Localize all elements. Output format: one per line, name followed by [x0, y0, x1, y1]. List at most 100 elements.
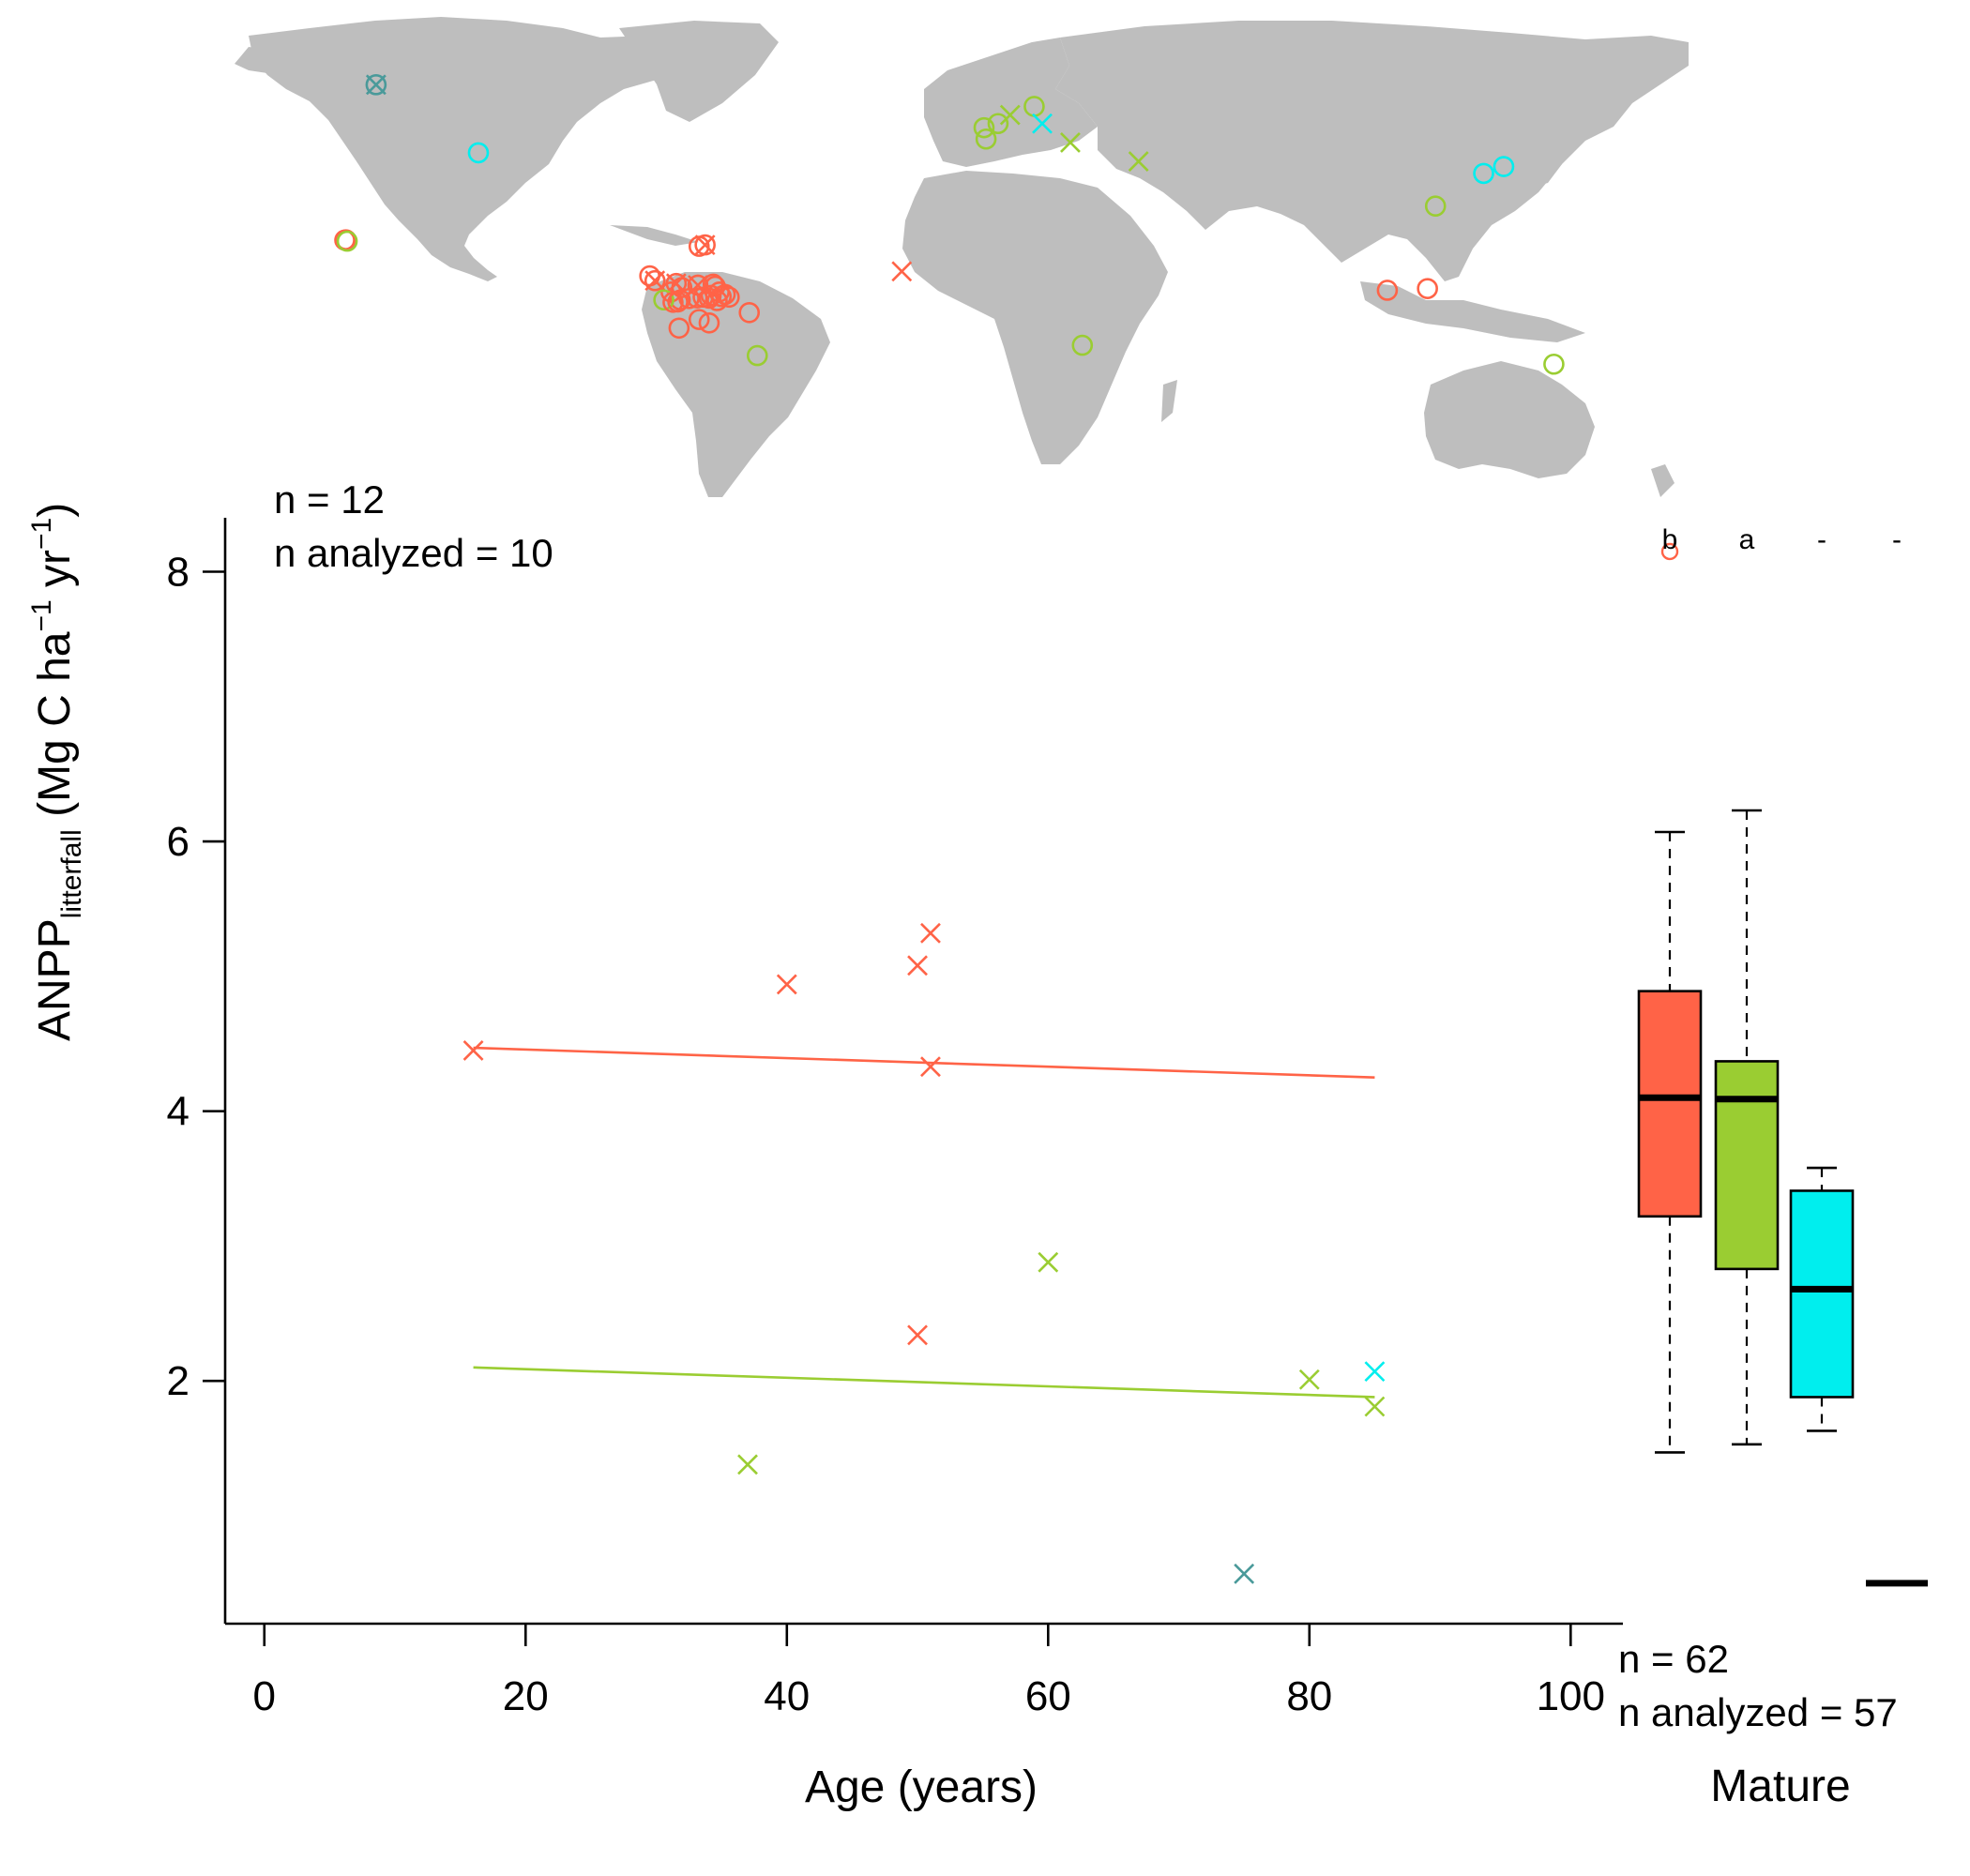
y-tick-label-2: 2	[167, 1358, 189, 1404]
x-tick-label-0: 0	[253, 1673, 276, 1719]
map-site-25	[706, 290, 728, 311]
point-tropical-4-stroke-b	[920, 1056, 941, 1078]
point-tropical-1	[776, 974, 797, 995]
map-site-cross-40-stroke-b	[1060, 131, 1081, 153]
y-tick-label-8: 8	[167, 550, 189, 596]
map-greenland	[619, 21, 779, 122]
box-category-label: Mature	[1710, 1762, 1850, 1811]
map-site-28	[719, 286, 740, 309]
map-site-36	[975, 128, 997, 150]
point-temperate_needleleaf-0	[1364, 1361, 1386, 1383]
point-tropical-5	[907, 1324, 928, 1346]
map-site-24	[667, 291, 689, 313]
point-temperate_broadleaf-0-stroke-b	[737, 1454, 758, 1475]
map-site-cross-41-stroke-b	[1128, 151, 1149, 172]
point-tropical-3-stroke-b	[920, 922, 941, 944]
point-boreal-0-stroke-b	[1234, 1563, 1255, 1584]
point-tropical-5-stroke-b	[907, 1324, 928, 1346]
map-africa	[902, 171, 1168, 464]
point-temperate_broadleaf-3	[1364, 1396, 1386, 1417]
y-axis-title: ANPPlitterfall (Mg C ha−1 yr−1)	[26, 503, 87, 1041]
y-axis-ticks: 2 4 6 8	[167, 550, 225, 1404]
point-tropical-0-stroke-b	[462, 1040, 484, 1061]
group-letter-2: -	[1817, 524, 1826, 555]
map-australia	[1424, 361, 1595, 478]
map-site-49	[1543, 353, 1565, 375]
map-site-43	[1071, 334, 1094, 356]
map-site-cross-39	[1032, 113, 1053, 134]
map-site-4	[467, 142, 490, 164]
point-tropical-2-stroke-b	[907, 955, 928, 976]
map-site-cross-8	[644, 270, 666, 292]
map-site-32	[738, 301, 761, 324]
y-axis-title-main: ANPP	[30, 918, 80, 1041]
map-site-20	[678, 287, 700, 310]
map-site-33	[746, 344, 768, 367]
x-tick-label-100: 100	[1537, 1673, 1605, 1719]
box-tropical	[1637, 542, 1703, 1454]
y-axis-title-close: )	[30, 503, 80, 518]
map-site-22	[653, 289, 674, 311]
map-site-cross-3	[365, 74, 386, 96]
y-axis-title-subscript: litterfall	[56, 829, 87, 918]
map-caribbean	[610, 225, 699, 246]
box-body-temperate_needleleaf	[1789, 1189, 1855, 1399]
map-maritime-se-asia	[1360, 281, 1585, 342]
point-tropical-4	[920, 1056, 941, 1078]
box-temperate_needleleaf	[1789, 1166, 1855, 1432]
y-tick-label-4: 4	[167, 1089, 189, 1135]
map-site-2	[336, 230, 358, 252]
map-madagascar	[1161, 380, 1177, 422]
map-japan	[1529, 150, 1562, 188]
map-site-cross-37	[999, 104, 1021, 126]
map-site-cross-37-stroke-b	[999, 104, 1021, 126]
map-site-cross-42-stroke-b	[891, 261, 913, 282]
young-n-analyzed-label: n analyzed = 10	[274, 531, 553, 575]
box-body-tropical	[1637, 990, 1703, 1218]
y-axis-title-sup-2: −1	[26, 518, 57, 550]
map-alaska-chain	[235, 47, 291, 73]
fit-line-temperate_broadleaf	[473, 1366, 1375, 1399]
map-site-46	[1493, 156, 1515, 177]
map-site-cross-40	[1060, 131, 1081, 153]
map-site-cross-3-stroke-b	[365, 74, 386, 96]
point-temperate_broadleaf-3-stroke-b	[1364, 1396, 1386, 1417]
x-tick-label-80: 80	[1286, 1673, 1332, 1719]
point-tropical-1-stroke-b	[776, 974, 797, 995]
map-site-26	[698, 287, 720, 310]
point-tropical-0	[462, 1040, 484, 1061]
x-tick-label-40: 40	[764, 1673, 810, 1719]
point-temperate_broadleaf-1-stroke-b	[1038, 1251, 1059, 1273]
map-north-america	[249, 17, 675, 281]
map-site-45	[1473, 162, 1494, 185]
map-site-30	[688, 309, 710, 330]
point-temperate_broadleaf-2	[1298, 1369, 1320, 1390]
mature-n-label: n = 62	[1618, 1637, 1729, 1681]
scatter-points	[462, 922, 1386, 1584]
map-site-cross-5-stroke-b	[694, 234, 716, 256]
point-tropical-2	[907, 955, 928, 976]
group-letter-0: b	[1662, 524, 1678, 555]
map-site-27	[710, 285, 733, 308]
young-n-label: n = 12	[274, 477, 385, 522]
map-asia	[1055, 21, 1689, 281]
y-axis-title-units-2: yr	[30, 550, 80, 599]
box-outlier-tropical-0	[1660, 542, 1679, 561]
map-site-29	[668, 317, 690, 340]
map-site-cross-42	[891, 261, 913, 282]
point-temperate_broadleaf-2-stroke-b	[1298, 1369, 1320, 1390]
map-site-6	[688, 235, 710, 257]
map-site-cross-5	[694, 234, 716, 256]
y-axis-title-units: (Mg C ha	[30, 631, 80, 829]
boxplots	[1637, 542, 1928, 1587]
map-site-48	[1417, 278, 1438, 299]
box-panel: b a - - n = 62 n analyzed = 57 Mature	[1618, 524, 1928, 1811]
map-site-44	[1424, 195, 1447, 218]
map-new-zealand	[1651, 464, 1674, 497]
box-temperate_broadleaf	[1714, 809, 1780, 1446]
map-site-cross-39-stroke-b	[1032, 113, 1053, 134]
map-site-19	[686, 287, 708, 309]
map-site-markers	[334, 74, 1565, 375]
